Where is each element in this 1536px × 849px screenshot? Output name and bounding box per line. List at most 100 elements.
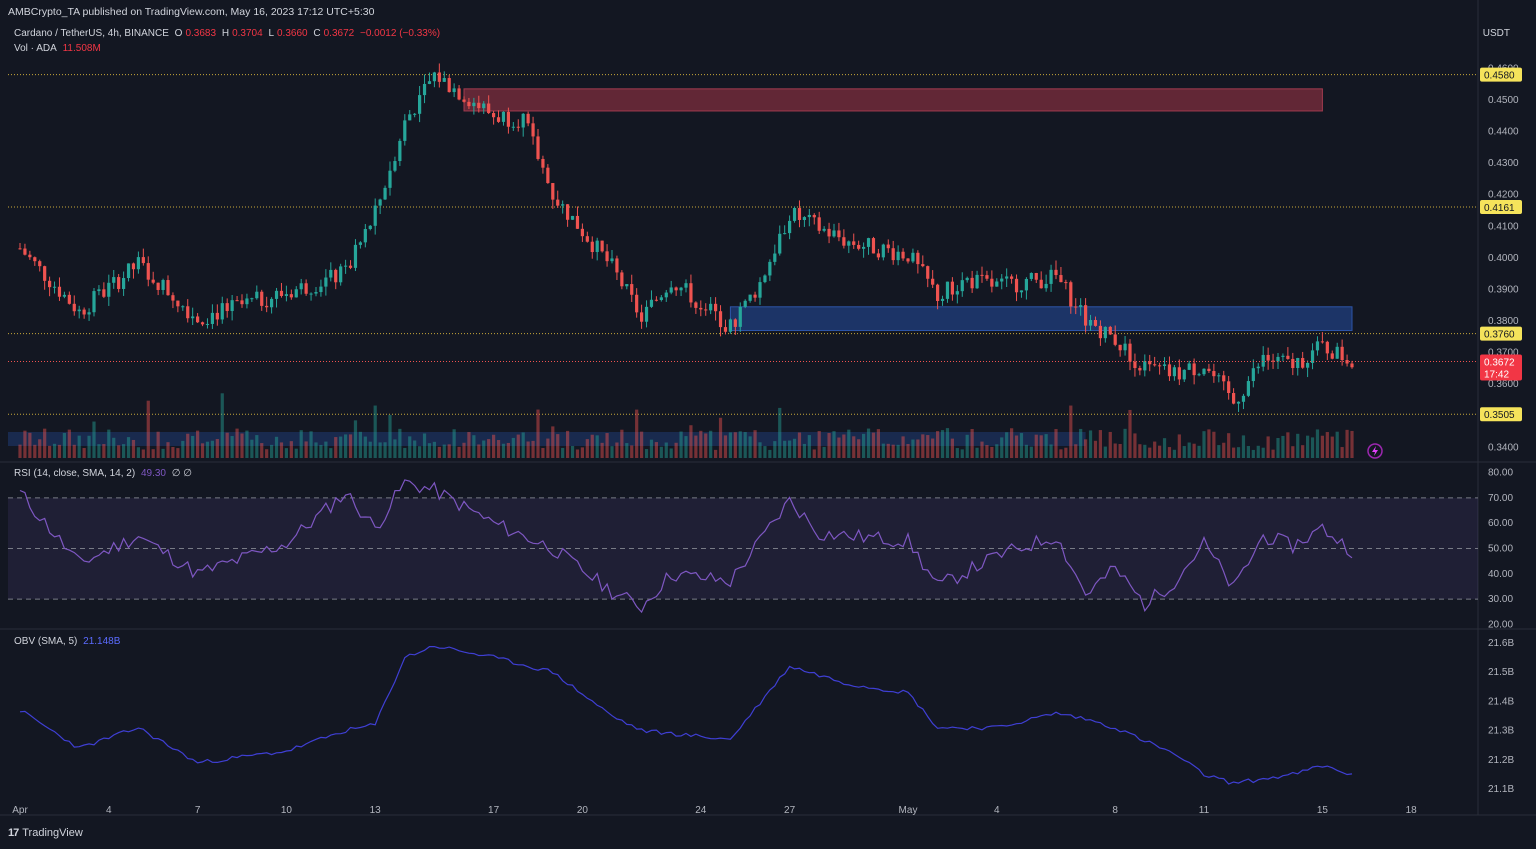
volume-bar [437,446,441,458]
candle-body [181,306,185,308]
volume-bar [585,439,589,458]
volume-bar [1138,444,1142,458]
candle-body [274,290,279,299]
candle-body [639,312,644,322]
volume-bar [866,428,871,458]
candle-body [689,283,693,303]
candle-body [600,240,604,252]
price-tick-label: 0.4500 [1488,95,1519,106]
volume-bar [482,440,486,458]
obv-legend[interactable]: OBV (SMA, 5) 21.148B [14,636,123,647]
rsi-tick-label: 80.00 [1488,468,1513,479]
volume-bar [1005,432,1009,458]
volume-bar [926,435,930,458]
volume-bar [797,432,802,458]
candle-body [783,233,787,235]
candle-body [1039,279,1043,289]
time-tick-label: 4 [106,805,112,816]
candle-body [1103,326,1107,339]
candle-body [136,257,141,270]
volume-bar [368,441,372,458]
rsi-extra: ∅ ∅ [171,468,192,479]
volume-bar [279,442,284,458]
candle-body [501,111,506,122]
candle-body [304,283,308,294]
candle-body [82,309,86,315]
candle-body [1320,341,1325,343]
candle-body [260,291,264,306]
volume-bar [1345,429,1349,458]
volume-bar [225,432,229,458]
volume-bar [1202,431,1206,458]
volume-legend[interactable]: Vol · ADA 11.508M [14,43,104,54]
candle-body [1172,367,1177,377]
candle-body [358,242,363,245]
volume-bar [511,437,515,458]
candle-body [284,294,289,296]
tradingview-logo[interactable]: 17 TradingView [8,827,83,839]
volume-bar [506,442,511,458]
volume-bar [748,436,752,458]
candle-body [343,265,348,267]
candle-body [536,136,540,159]
volume-bar [570,445,575,458]
volume-bar [995,444,999,458]
candle-body [393,161,397,171]
volume-bar [274,436,279,458]
candle-body [363,229,367,243]
time-tick-label: 24 [695,805,707,816]
volume-bar [921,434,925,458]
volume-bar [664,442,668,458]
volume-bar [413,440,417,458]
volume-bar [146,400,150,458]
candle-body [141,257,145,264]
volume-bar [501,443,506,458]
volume-bar [57,444,62,458]
volume-bar [857,439,861,458]
volume-bar [33,444,37,458]
countdown-label: 17:42 [1484,369,1509,380]
candle-body [861,246,866,249]
candle-body [960,280,964,292]
price-tick-label: 0.3800 [1488,316,1519,327]
obv-tick-label: 21.1B [1488,784,1514,795]
volume-bar [1335,431,1339,458]
candle-body [1222,375,1226,382]
volume-bar [1320,435,1325,458]
symbol-legend[interactable]: Cardano / TetherUS, 4h, BINANCE O 0.3683 … [14,28,443,39]
volume-bar [832,431,836,458]
candle-body [748,294,752,301]
volume-bar [1103,446,1107,458]
candle-body [664,292,668,298]
candle-body [1000,278,1004,282]
price-tick-label: 0.4400 [1488,126,1519,137]
open-label: O [174,28,183,39]
time-tick-label: 8 [1112,805,1118,816]
price-tick-label: 0.4300 [1488,158,1519,169]
candle-body [1350,363,1354,368]
rsi-legend[interactable]: RSI (14, close, SMA, 14, 2) 49.30 ∅ ∅ [14,468,195,479]
candle-body [1162,364,1167,366]
volume-bar [1019,433,1024,458]
currency-label: USDT [1482,28,1510,39]
candle-body [1024,278,1029,291]
time-tick-label: 15 [1317,805,1329,816]
volume-bar [1227,433,1231,458]
symbol-name[interactable]: Cardano / TetherUS, 4h, BINANCE [14,28,169,39]
current-price-tag [1480,354,1522,381]
candle-body [1207,368,1211,372]
candle-body [250,298,254,300]
change-value: −0.0012 (−0.33%) [359,28,441,39]
volume-bar [107,429,111,458]
candle-body [1054,269,1058,276]
lightning-bolt-icon [1372,446,1378,456]
candle-body [792,208,797,221]
price-tick-label: 0.4200 [1488,190,1519,201]
candle-body [422,83,427,96]
time-tick-label: 17 [488,805,500,816]
volume-bar [18,444,22,458]
volume-bar [339,436,343,458]
volume-bar [284,448,289,458]
candle-body [314,292,318,294]
